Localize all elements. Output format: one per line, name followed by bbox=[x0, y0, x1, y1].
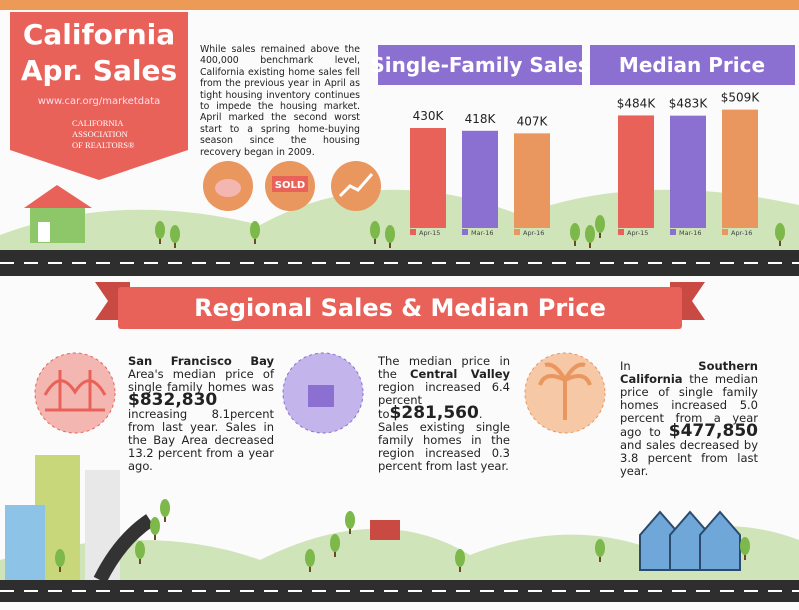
bar bbox=[618, 115, 654, 228]
legend-swatch bbox=[618, 229, 624, 235]
value-label: $484K bbox=[617, 96, 657, 110]
sold-text: SOLD bbox=[275, 180, 305, 191]
bar bbox=[670, 115, 706, 228]
hills bbox=[0, 189, 799, 255]
bar bbox=[410, 128, 446, 228]
bar bbox=[462, 130, 498, 228]
tree bbox=[740, 537, 750, 555]
legend-swatch bbox=[670, 229, 676, 235]
value-label: 430K bbox=[413, 109, 445, 123]
building bbox=[5, 505, 45, 580]
house-roof bbox=[24, 185, 92, 208]
text: The median price in the bbox=[378, 354, 510, 381]
legend-label: Apr-16 bbox=[523, 229, 544, 237]
region-text: The median price in the Central Valley r… bbox=[378, 355, 510, 473]
text: region increased 6.4 percent to bbox=[378, 380, 510, 421]
palm bbox=[538, 362, 592, 420]
text: the median price of single family homes … bbox=[620, 372, 758, 439]
tree bbox=[345, 511, 355, 529]
legend-swatch bbox=[462, 229, 468, 235]
legend-label: Apr-15 bbox=[627, 229, 648, 237]
legend-label: Apr-16 bbox=[731, 229, 752, 237]
tree bbox=[55, 549, 65, 567]
region-name: San Francisco Bay bbox=[128, 354, 274, 368]
house-door bbox=[38, 222, 50, 242]
ribbon bbox=[118, 287, 682, 329]
title: California bbox=[23, 18, 175, 51]
text: and sales decreased by 3.8 percent from … bbox=[620, 438, 758, 478]
tree bbox=[385, 225, 395, 243]
chart-banner bbox=[590, 45, 795, 85]
bar bbox=[514, 133, 550, 228]
tree bbox=[150, 517, 160, 535]
watering-can bbox=[308, 385, 334, 407]
tree bbox=[330, 534, 340, 552]
tree bbox=[305, 549, 315, 567]
section-title: Regional Sales & Median Price bbox=[194, 294, 606, 322]
tree bbox=[370, 221, 380, 239]
house bbox=[699, 510, 741, 571]
tree bbox=[570, 223, 580, 241]
legend-label: Apr-15 bbox=[419, 229, 440, 237]
chart-title: Single-Family Sales bbox=[370, 53, 589, 77]
road bbox=[0, 580, 799, 602]
region-text: In Southern California the median price … bbox=[620, 360, 758, 478]
price: $477,850 bbox=[668, 421, 758, 441]
legend-label: Mar-16 bbox=[471, 229, 493, 237]
region-name: Central Valley bbox=[410, 367, 511, 381]
top-strip bbox=[0, 0, 799, 10]
legend-swatch bbox=[410, 229, 416, 235]
text: . Sales existing single family homes in … bbox=[378, 407, 510, 473]
value-label: 407K bbox=[517, 114, 549, 128]
price: $281,560 bbox=[389, 403, 479, 423]
bridge bbox=[43, 370, 107, 412]
tree bbox=[595, 215, 605, 233]
barn bbox=[370, 520, 400, 540]
region-name: Southern California bbox=[620, 359, 758, 386]
tree bbox=[170, 225, 180, 243]
price: $832,830 bbox=[128, 390, 218, 410]
chart-title: Median Price bbox=[619, 53, 765, 77]
intro-text: While sales remained above the 400,000 b… bbox=[200, 44, 360, 158]
value-label: $509K bbox=[721, 91, 761, 105]
tree bbox=[775, 223, 785, 241]
text: increasing 8.1percent from last year. Sa… bbox=[128, 407, 274, 473]
growth-icon bbox=[331, 161, 381, 211]
legend-label: Mar-16 bbox=[679, 229, 701, 237]
tree bbox=[160, 499, 170, 517]
piggy bbox=[215, 179, 241, 197]
bar bbox=[722, 109, 758, 228]
road-curve bbox=[93, 514, 155, 584]
text: Area's median price of single family hom… bbox=[128, 367, 274, 394]
region-text: San Francisco Bay Area's median price of… bbox=[128, 355, 274, 473]
url: www.car.org/marketdata bbox=[38, 96, 161, 107]
tree bbox=[155, 221, 165, 239]
tree bbox=[595, 539, 605, 557]
org-name: ASSOCIATION bbox=[72, 129, 128, 139]
chart-banner bbox=[378, 45, 582, 85]
growth-arrow bbox=[338, 173, 374, 198]
org-name: OF REALTORS® bbox=[72, 140, 135, 150]
tree bbox=[250, 221, 260, 239]
sold-sign bbox=[272, 176, 308, 192]
org-name: CALIFORNIA bbox=[72, 118, 124, 128]
title-banner bbox=[10, 12, 188, 180]
tree bbox=[585, 225, 595, 243]
value-label: $483K bbox=[669, 97, 709, 111]
legend-swatch bbox=[514, 229, 520, 235]
title: Apr. Sales bbox=[21, 54, 177, 87]
value-label: 418K bbox=[465, 112, 497, 126]
tree bbox=[455, 549, 465, 567]
text: In bbox=[620, 359, 699, 373]
legend-swatch bbox=[722, 229, 728, 235]
tree bbox=[135, 541, 145, 559]
